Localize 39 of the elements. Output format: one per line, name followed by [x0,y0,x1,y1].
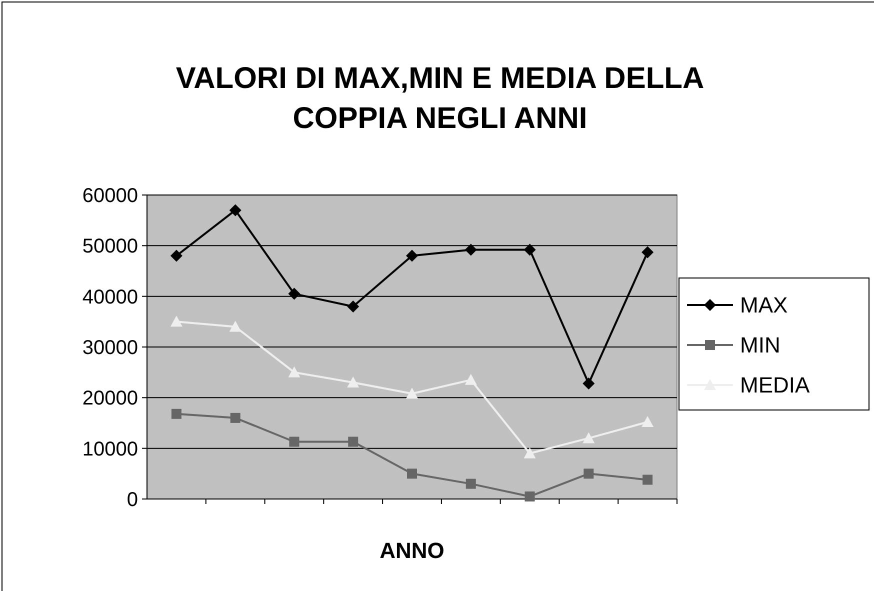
legend-label: MIN [740,332,780,358]
x-axis-title: ANNO [380,538,444,563]
point [582,377,595,390]
point [347,300,360,312]
point [524,491,535,502]
point [642,474,653,485]
point [288,366,300,378]
point [229,204,242,216]
point [406,250,418,262]
point [288,288,300,300]
y-tick-label: 30000 [82,337,138,359]
point [348,436,358,447]
point [584,468,594,479]
point [464,244,477,256]
point [289,436,300,447]
chart-title: VALORI DI MAX,MIN E MEDIA DELLA COPPIA NEGLI ANNI [176,62,704,135]
point [464,374,477,385]
point [171,408,182,419]
point [170,250,182,262]
y-tick-label: 40000 [82,286,138,308]
point [347,376,360,388]
point [524,447,536,458]
y-tick-label: 50000 [82,236,138,258]
y-tick-label: 0 [126,489,138,511]
point [642,416,654,427]
point [170,316,182,327]
point [524,244,536,256]
point [466,478,476,489]
y-tick-label: 20000 [82,388,138,410]
point [230,412,240,423]
legend-label: MEDIA [740,372,810,398]
point [642,246,654,258]
legend-label: MAX [740,292,788,318]
point [582,432,595,444]
y-tick-label: 60000 [82,185,138,207]
y-tick-label: 10000 [82,438,138,460]
point [229,320,242,332]
point [406,388,418,399]
point [407,468,417,479]
